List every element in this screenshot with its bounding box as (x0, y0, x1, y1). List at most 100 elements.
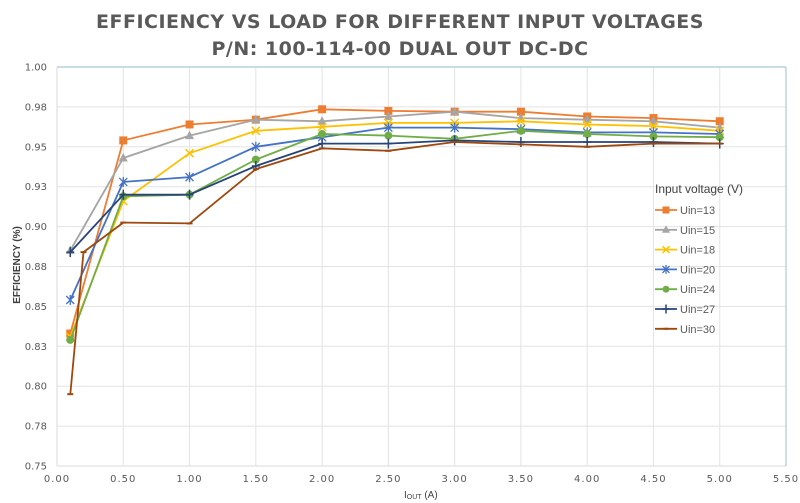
x-marker-stroke (582, 119, 592, 129)
data-point-marker-square (662, 206, 670, 214)
data-point-marker-star (383, 122, 393, 133)
data-point-marker-triangle (662, 225, 670, 233)
legend-label: Uin=24 (680, 284, 715, 296)
square-marker (66, 329, 75, 338)
triangle-marker (582, 114, 592, 124)
x-tick-label: 4.00 (574, 474, 600, 485)
circle-marker (251, 155, 260, 164)
data-point-marker-plus (318, 138, 327, 149)
triangle-marker (185, 130, 195, 140)
data-point-marker-star (662, 264, 670, 274)
legend-title: Input voltage (V) (655, 182, 743, 196)
data-point-marker-circle (251, 155, 260, 164)
data-point-marker-square (119, 136, 128, 145)
data-point-marker-star (185, 172, 195, 183)
data-point-marker-triangle (450, 106, 460, 116)
square-marker (318, 105, 327, 114)
series-uin-27 (66, 135, 724, 258)
circle-marker (516, 126, 525, 135)
x-marker-stroke (516, 116, 526, 126)
data-point-marker-plus (450, 135, 459, 146)
x-marker-stroke (317, 122, 327, 132)
series-uin-24 (66, 126, 724, 344)
legend-item: Uin=27 (655, 304, 715, 316)
series-uin-15 (65, 106, 725, 255)
y-tick-label: 0.95 (25, 142, 47, 153)
data-point-marker-x (317, 122, 327, 132)
data-point-marker-plus (662, 304, 670, 314)
legend-item: Uin=15 (655, 225, 715, 237)
y-tick-label: 0.80 (25, 382, 47, 393)
data-point-marker-plus (185, 189, 194, 200)
circle-marker (384, 131, 393, 140)
data-point-marker-triangle (383, 111, 393, 120)
data-point-marker-x (516, 116, 526, 126)
series-line (69, 141, 720, 395)
x-tick-label: 2.00 (309, 474, 335, 485)
legend-label: Uin=27 (680, 304, 715, 316)
legend-item: Uin=20 (655, 264, 715, 276)
x-tick-label: 0.50 (110, 474, 136, 485)
data-point-marker-triangle (648, 116, 658, 125)
series-uin-13 (66, 105, 724, 338)
series-layer (65, 105, 725, 396)
x-tick-label: 3.50 (508, 474, 534, 485)
data-point-marker-plus (516, 137, 525, 148)
series-line (69, 120, 720, 338)
chart-subtitle: P/N: 100-114-00 DUAL OUT DC-DC (211, 38, 589, 60)
data-point-marker-x (661, 245, 671, 254)
x-axis-ticks: 0.00 0.50 1.00 1.50 2.00 2.50 3.00 3.50 4.00 4.50… (44, 474, 798, 485)
data-point-marker-square (318, 105, 327, 114)
data-point-marker-triangle (251, 114, 261, 124)
legend-label: Uin=30 (680, 324, 715, 336)
y-axis-title: EFFICIENCY (%) (12, 226, 23, 304)
legend-label: Uin=13 (680, 205, 715, 217)
circle-marker (662, 285, 670, 293)
data-point-marker-square (185, 120, 194, 129)
triangle-marker (662, 225, 670, 233)
legend-label: Uin=18 (680, 245, 715, 257)
circle-marker (649, 132, 658, 141)
data-point-marker-triangle (185, 130, 195, 140)
legend-item: Uin=30 (655, 324, 715, 336)
data-point-marker-circle (66, 335, 75, 344)
legend-item: Uin=13 (655, 205, 715, 217)
series-line (69, 139, 720, 253)
triangle-marker (450, 106, 460, 116)
data-point-marker-circle (649, 132, 658, 141)
square-marker (384, 106, 393, 115)
x-marker-stroke (251, 126, 261, 136)
y-tick-label: 0.83 (25, 342, 47, 353)
data-point-marker-square (384, 106, 393, 115)
legend-label: Uin=20 (680, 264, 715, 276)
data-point-marker-x (582, 119, 592, 129)
x-tick-label: 4.50 (640, 474, 666, 485)
x-axis-title-unit: (A) (422, 490, 438, 501)
data-point-marker-square (516, 107, 525, 116)
data-point-marker-circle (384, 131, 393, 140)
data-point-marker-circle (583, 130, 592, 139)
square-marker (185, 120, 194, 129)
triangle-marker (317, 116, 327, 125)
series-line (69, 129, 720, 341)
x-tick-label: 3.00 (442, 474, 468, 485)
data-point-marker-triangle (582, 114, 592, 124)
circle-marker (66, 335, 75, 344)
x-tick-label: 2.50 (375, 474, 401, 485)
x-marker-stroke (185, 148, 195, 158)
data-point-marker-square (715, 117, 724, 126)
data-point-marker-circle (516, 126, 525, 135)
y-tick-label: 0.98 (25, 102, 47, 113)
chart-title: EFFICIENCY VS LOAD FOR DIFFERENT INPUT V… (96, 11, 704, 33)
legend-item: Uin=18 (655, 245, 715, 257)
x-tick-label: 0.00 (44, 474, 70, 485)
data-point-marker-star (450, 122, 460, 133)
legend-label: Uin=15 (680, 225, 715, 237)
x-axis-title: IOUT (A) (404, 490, 438, 501)
data-point-marker-plus (119, 189, 128, 200)
circle-marker (318, 130, 327, 139)
data-point-marker-star (251, 141, 261, 152)
circle-marker (715, 133, 724, 142)
data-point-marker-star (118, 176, 128, 187)
